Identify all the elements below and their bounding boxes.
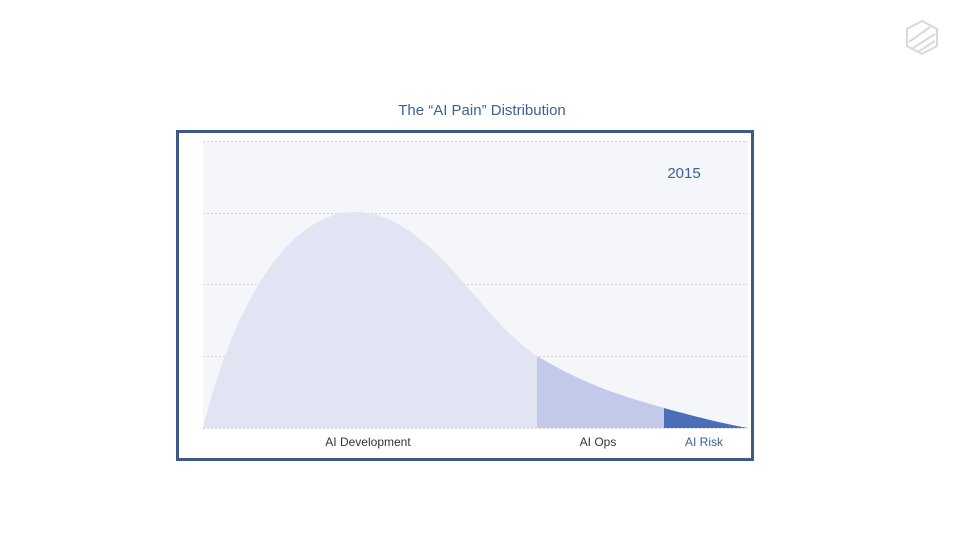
region-label: AI Ops — [580, 435, 617, 449]
year-label: 2015 — [667, 165, 700, 182]
logo — [906, 19, 938, 56]
title: The “AI Pain” Distribution — [398, 102, 566, 119]
region-label: AI Development — [325, 435, 411, 449]
region-label: AI Risk — [685, 435, 724, 449]
